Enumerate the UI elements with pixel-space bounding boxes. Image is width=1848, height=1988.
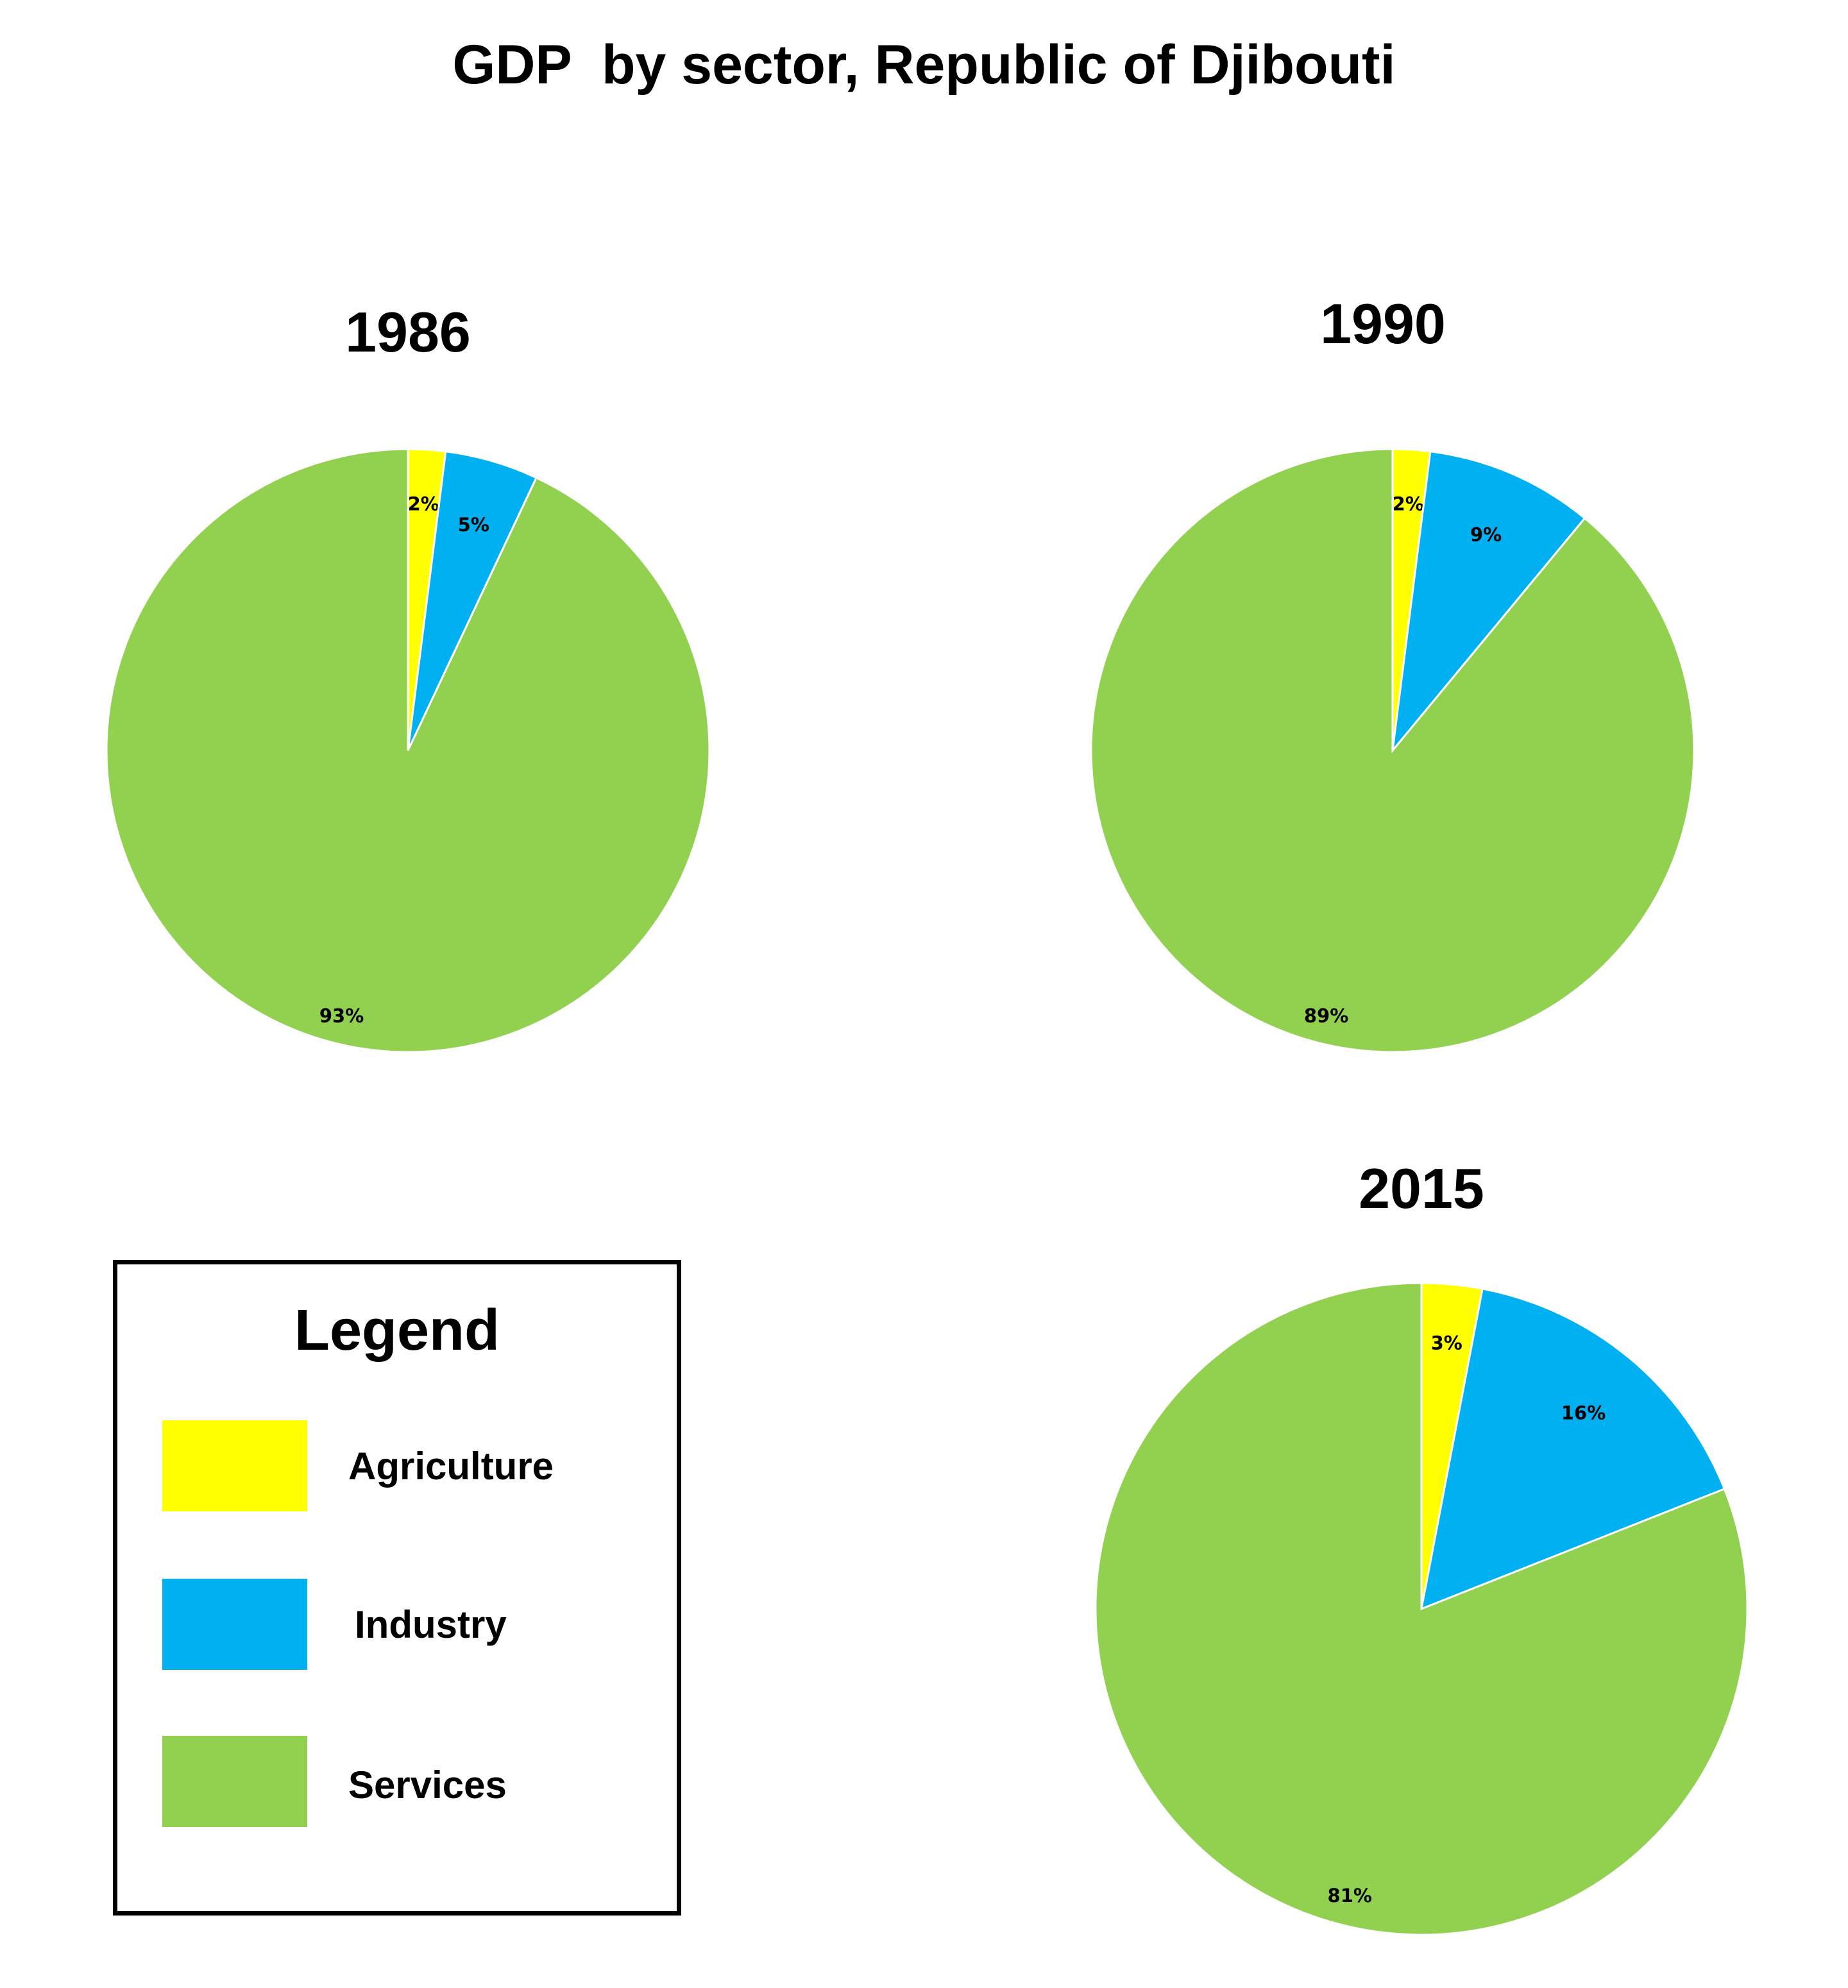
slice-label-agriculture: 2% — [1393, 493, 1424, 514]
pie-title: 2015 — [1359, 1157, 1484, 1220]
legend-label-services: Services — [348, 1763, 507, 1806]
slice-label-agriculture: 3% — [1431, 1332, 1462, 1354]
chart-title: GDP by sector, Republic of Djibouti — [452, 34, 1396, 96]
legend-swatch-industry — [162, 1579, 307, 1670]
legend-label-industry: Industry — [355, 1603, 507, 1646]
slice-label-industry: 5% — [458, 514, 489, 536]
slice-label-industry: 9% — [1470, 524, 1502, 546]
legend-swatch-agriculture — [162, 1420, 307, 1511]
legend-title: Legend — [294, 1298, 500, 1363]
pie-2015: 2015 3% 16% 81% — [1094, 1157, 1749, 1936]
pie-title: 1990 — [1320, 292, 1446, 355]
slice-label-services: 93% — [319, 1005, 364, 1027]
pie-slice-industry — [1391, 450, 1586, 754]
slice-label-industry: 16% — [1561, 1402, 1606, 1424]
legend: Legend Agriculture Industry Services — [113, 1260, 681, 1916]
slice-label-services: 81% — [1328, 1885, 1372, 1907]
legend-swatch-services — [162, 1736, 307, 1827]
slice-label-services: 89% — [1304, 1005, 1348, 1027]
pie-slice-services — [1090, 448, 1695, 1053]
pie-1990: 1990 2% 9% 89% — [1090, 292, 1695, 1053]
pie-slice-services — [105, 448, 711, 1053]
slice-label-agriculture: 2% — [408, 493, 439, 514]
pie-slice-industry — [1420, 1287, 1726, 1611]
pie-slice-industry — [407, 450, 538, 751]
pie-slice-services — [1094, 1282, 1749, 1936]
pie-title: 1986 — [345, 300, 471, 364]
pie-1986: 1986 2% 5% 93% — [105, 300, 711, 1053]
legend-label-agriculture: Agriculture — [348, 1445, 554, 1488]
